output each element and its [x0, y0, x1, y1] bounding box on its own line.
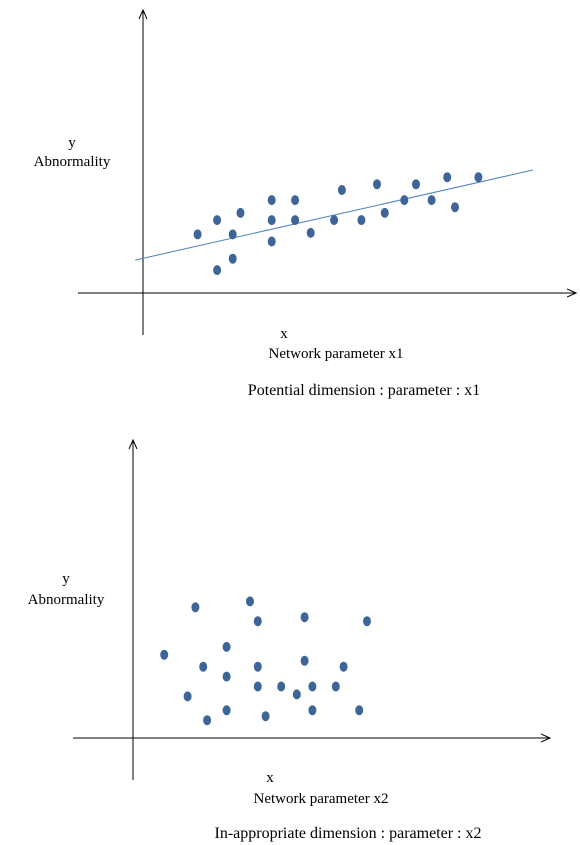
chart-1: y Abnormality x Network parameter x1 Pot…: [34, 10, 576, 399]
chart-1-point-7: [267, 236, 276, 247]
chart-2-point-23: [363, 616, 371, 627]
chart-2-point-15: [292, 689, 301, 700]
chart-2-point-7: [222, 671, 231, 682]
chart-2-point-11: [253, 661, 262, 672]
chart-1-point-3: [228, 253, 237, 264]
chart-2-point-3: [191, 602, 200, 613]
chart-2-xlabel-sub: Network parameter x2: [254, 791, 389, 807]
chart-1-point-17: [380, 207, 389, 218]
chart-1-point-11: [291, 195, 300, 206]
chart-1-trendline: [135, 169, 534, 261]
chart-2-point-13: [261, 711, 270, 722]
chart-1-point-22: [451, 202, 459, 213]
chart-1-point-18: [400, 195, 409, 206]
chart-1-point-20: [427, 195, 436, 206]
chart-2-ylabel-sub: Abnormality: [28, 592, 105, 608]
chart-1-xlabel-sub: Network parameter x1: [269, 346, 404, 362]
chart-2-point-9: [246, 596, 254, 607]
chart-1-xlabel: x: [280, 326, 288, 342]
chart-1-point-8: [267, 215, 276, 226]
chart-2-point-1: [160, 649, 169, 660]
chart-1-point-16: [373, 179, 381, 190]
chart-1-point-14: [337, 185, 346, 195]
chart-1-point-10: [291, 215, 300, 226]
chart-2-point-20: [331, 681, 340, 692]
chart-2-point-14: [277, 681, 286, 692]
chart-2-point-18: [308, 681, 317, 692]
chart-2-point-22: [355, 705, 364, 716]
chart-2-point-17: [300, 612, 309, 623]
chart-2-point-10: [253, 616, 262, 627]
chart-1-point-21: [443, 172, 452, 183]
chart-2: y Abnormality x Network parameter x2 In-…: [28, 440, 550, 842]
chart-2-point-2: [183, 691, 192, 702]
chart-2-point-21: [339, 661, 348, 672]
chart-2-point-6: [222, 705, 231, 716]
chart-2-point-12: [253, 681, 262, 692]
chart-2-point-16: [300, 655, 309, 666]
chart-1-ylabel-sub: Abnormality: [34, 154, 111, 170]
chart-1-caption: Potential dimension : parameter : x1: [248, 382, 480, 399]
chart-1-point-5: [228, 229, 237, 240]
chart-2-points: [160, 596, 371, 726]
chart-1-point-12: [306, 227, 315, 238]
chart-2-point-19: [308, 705, 317, 716]
chart-1-point-13: [330, 215, 339, 226]
chart-2-xlabel: x: [266, 770, 274, 786]
chart-2-ylabel: y: [62, 571, 70, 587]
chart-1-point-1: [193, 229, 202, 240]
chart-1-point-6: [236, 207, 245, 218]
chart-1-point-2: [213, 265, 222, 276]
chart-1-point-4: [213, 215, 222, 226]
chart-1-point-9: [267, 195, 276, 206]
chart-2-point-8: [222, 641, 231, 652]
chart-2-caption: In-appropriate dimension : parameter : x…: [214, 825, 481, 842]
chart-1-point-15: [357, 215, 366, 226]
chart-2-point-5: [203, 715, 212, 726]
chart-1-point-23: [474, 172, 483, 183]
chart-2-point-4: [199, 661, 208, 672]
chart-1-ylabel: y: [68, 135, 76, 151]
chart-1-points: [193, 172, 483, 276]
chart-1-point-19: [412, 179, 420, 190]
